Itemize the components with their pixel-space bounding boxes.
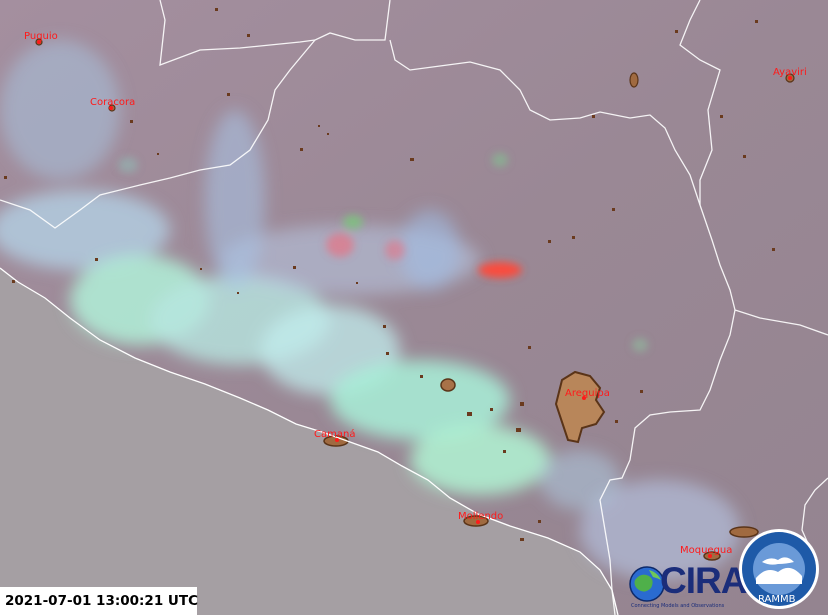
coastline: [0, 267, 619, 615]
timestamp-box: 2021-07-01 13:00:21 UTC: [0, 587, 198, 615]
city-label-ayaviri: Ayaviri: [773, 67, 807, 78]
city-label-coracora: Coracora: [90, 97, 136, 108]
city-label-moquegua: Moquegua: [680, 545, 733, 556]
cira-tagline: Connecting Models and Observations: [631, 603, 725, 609]
ayaviri-marker: [788, 76, 792, 80]
arequipa-marker: [582, 396, 586, 400]
moquegua-marker: [708, 554, 712, 558]
coastal-fog: [0, 40, 740, 580]
timestamp: 2021-07-01 13:00:21 UTC: [5, 593, 198, 609]
small-settlements: [4, 8, 775, 541]
rammb-wordmark: RAMMB: [758, 594, 796, 605]
mollendo-marker: [476, 520, 480, 524]
ocean-area: [0, 268, 618, 615]
thermal-anomalies: [118, 153, 648, 352]
rammb-badge-icon: [739, 529, 819, 609]
coracora-marker: [109, 106, 113, 110]
city-label-camana: Camaná: [314, 429, 356, 440]
city-label-arequipa: Arequipa: [565, 388, 610, 399]
camana-marker: [335, 438, 339, 442]
city-label-puquio: Puquio: [24, 31, 58, 42]
city-label-mollendo: Mollendo: [458, 511, 504, 522]
cira-globe-icon: [629, 566, 665, 602]
puquio-marker: [37, 40, 41, 44]
cira-wordmark: CIRA: [660, 560, 747, 601]
